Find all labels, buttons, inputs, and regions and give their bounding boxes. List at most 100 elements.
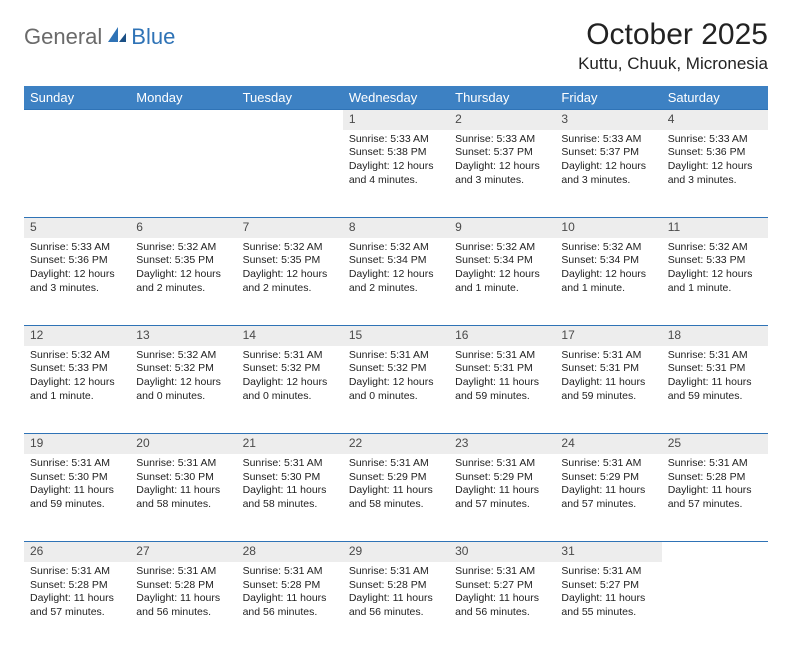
- day-number-cell: 12: [24, 326, 130, 346]
- day-number-cell: 9: [449, 218, 555, 238]
- sunrise-text: Sunrise: 5:31 AM: [561, 457, 655, 471]
- sunset-text: Sunset: 5:34 PM: [455, 254, 549, 268]
- day-content-cell: Sunrise: 5:31 AMSunset: 5:30 PMDaylight:…: [237, 454, 343, 542]
- sunrise-text: Sunrise: 5:31 AM: [349, 349, 443, 363]
- calendar-body: 1234Sunrise: 5:33 AMSunset: 5:38 PMDayli…: [24, 110, 768, 650]
- day-number: 17: [561, 328, 574, 342]
- day-content-cell: Sunrise: 5:31 AMSunset: 5:31 PMDaylight:…: [555, 346, 661, 434]
- day-number: 31: [561, 544, 574, 558]
- sunrise-text: Sunrise: 5:31 AM: [349, 565, 443, 579]
- sunrise-text: Sunrise: 5:31 AM: [561, 349, 655, 363]
- daylight-text: Daylight: 12 hours and 4 minutes.: [349, 160, 443, 187]
- day-number: 10: [561, 220, 574, 234]
- daynum-row: 12131415161718: [24, 326, 768, 346]
- day-number-cell: 15: [343, 326, 449, 346]
- sunset-text: Sunset: 5:27 PM: [455, 579, 549, 593]
- daylight-text: Daylight: 11 hours and 58 minutes.: [136, 484, 230, 511]
- day-number-cell: [237, 110, 343, 130]
- day-number: 29: [349, 544, 362, 558]
- day-content-cell: Sunrise: 5:31 AMSunset: 5:29 PMDaylight:…: [343, 454, 449, 542]
- day-content-cell: [24, 130, 130, 218]
- day-content-cell: Sunrise: 5:31 AMSunset: 5:28 PMDaylight:…: [343, 562, 449, 650]
- day-header-row: Sunday Monday Tuesday Wednesday Thursday…: [24, 86, 768, 110]
- content-row: Sunrise: 5:31 AMSunset: 5:30 PMDaylight:…: [24, 454, 768, 542]
- sunset-text: Sunset: 5:38 PM: [349, 146, 443, 160]
- day-content-cell: Sunrise: 5:31 AMSunset: 5:28 PMDaylight:…: [130, 562, 236, 650]
- day-number-cell: 7: [237, 218, 343, 238]
- content-row: Sunrise: 5:33 AMSunset: 5:36 PMDaylight:…: [24, 238, 768, 326]
- sunset-text: Sunset: 5:28 PM: [136, 579, 230, 593]
- sunset-text: Sunset: 5:33 PM: [668, 254, 762, 268]
- daylight-text: Daylight: 11 hours and 57 minutes.: [561, 484, 655, 511]
- sunset-text: Sunset: 5:35 PM: [136, 254, 230, 268]
- day-content-cell: Sunrise: 5:32 AMSunset: 5:35 PMDaylight:…: [130, 238, 236, 326]
- daylight-text: Daylight: 11 hours and 59 minutes.: [30, 484, 124, 511]
- daylight-text: Daylight: 11 hours and 59 minutes.: [561, 376, 655, 403]
- daynum-row: 1234: [24, 110, 768, 130]
- day-number: 16: [455, 328, 468, 342]
- sunrise-text: Sunrise: 5:31 AM: [136, 457, 230, 471]
- daylight-text: Daylight: 12 hours and 0 minutes.: [349, 376, 443, 403]
- day-content-cell: Sunrise: 5:32 AMSunset: 5:32 PMDaylight:…: [130, 346, 236, 434]
- day-number-cell: 5: [24, 218, 130, 238]
- day-number: 14: [243, 328, 256, 342]
- day-number: 5: [30, 220, 37, 234]
- day-number-cell: 11: [662, 218, 768, 238]
- day-content-cell: Sunrise: 5:33 AMSunset: 5:37 PMDaylight:…: [555, 130, 661, 218]
- sunrise-text: Sunrise: 5:32 AM: [30, 349, 124, 363]
- day-content-cell: Sunrise: 5:32 AMSunset: 5:34 PMDaylight:…: [555, 238, 661, 326]
- day-number-cell: 3: [555, 110, 661, 130]
- day-content-cell: Sunrise: 5:31 AMSunset: 5:29 PMDaylight:…: [555, 454, 661, 542]
- daylight-text: Daylight: 12 hours and 1 minute.: [668, 268, 762, 295]
- daylight-text: Daylight: 12 hours and 2 minutes.: [136, 268, 230, 295]
- day-number: 25: [668, 436, 681, 450]
- day-content-cell: [130, 130, 236, 218]
- day-content-cell: [662, 562, 768, 650]
- daynum-row: 262728293031: [24, 542, 768, 562]
- day-number-cell: [662, 542, 768, 562]
- content-row: Sunrise: 5:32 AMSunset: 5:33 PMDaylight:…: [24, 346, 768, 434]
- sunset-text: Sunset: 5:34 PM: [349, 254, 443, 268]
- daylight-text: Daylight: 12 hours and 2 minutes.: [349, 268, 443, 295]
- day-content-cell: Sunrise: 5:32 AMSunset: 5:34 PMDaylight:…: [343, 238, 449, 326]
- day-number-cell: 10: [555, 218, 661, 238]
- daylight-text: Daylight: 12 hours and 0 minutes.: [136, 376, 230, 403]
- day-number-cell: 27: [130, 542, 236, 562]
- daylight-text: Daylight: 11 hours and 56 minutes.: [349, 592, 443, 619]
- daylight-text: Daylight: 12 hours and 1 minute.: [30, 376, 124, 403]
- day-content-cell: Sunrise: 5:33 AMSunset: 5:38 PMDaylight:…: [343, 130, 449, 218]
- day-number-cell: 29: [343, 542, 449, 562]
- day-number: 2: [455, 112, 462, 126]
- day-number: 9: [455, 220, 462, 234]
- day-number-cell: [24, 110, 130, 130]
- day-header: Sunday: [24, 86, 130, 110]
- day-number: 27: [136, 544, 149, 558]
- day-content-cell: [237, 130, 343, 218]
- sunset-text: Sunset: 5:33 PM: [30, 362, 124, 376]
- day-number: 22: [349, 436, 362, 450]
- day-content-cell: Sunrise: 5:33 AMSunset: 5:37 PMDaylight:…: [449, 130, 555, 218]
- sunset-text: Sunset: 5:28 PM: [349, 579, 443, 593]
- calendar-table: Sunday Monday Tuesday Wednesday Thursday…: [24, 86, 768, 650]
- sunset-text: Sunset: 5:28 PM: [30, 579, 124, 593]
- content-row: Sunrise: 5:31 AMSunset: 5:28 PMDaylight:…: [24, 562, 768, 650]
- day-number-cell: 6: [130, 218, 236, 238]
- day-content-cell: Sunrise: 5:32 AMSunset: 5:33 PMDaylight:…: [24, 346, 130, 434]
- daynum-row: 19202122232425: [24, 434, 768, 454]
- sunrise-text: Sunrise: 5:31 AM: [30, 565, 124, 579]
- day-number: 23: [455, 436, 468, 450]
- day-content-cell: Sunrise: 5:31 AMSunset: 5:32 PMDaylight:…: [237, 346, 343, 434]
- day-number: 18: [668, 328, 681, 342]
- daynum-row: 567891011: [24, 218, 768, 238]
- day-number-cell: 16: [449, 326, 555, 346]
- day-number-cell: 17: [555, 326, 661, 346]
- sunset-text: Sunset: 5:30 PM: [136, 471, 230, 485]
- daylight-text: Daylight: 11 hours and 59 minutes.: [455, 376, 549, 403]
- sunrise-text: Sunrise: 5:31 AM: [349, 457, 443, 471]
- daylight-text: Daylight: 12 hours and 3 minutes.: [455, 160, 549, 187]
- day-number: 30: [455, 544, 468, 558]
- day-number: 12: [30, 328, 43, 342]
- day-content-cell: Sunrise: 5:31 AMSunset: 5:30 PMDaylight:…: [24, 454, 130, 542]
- daylight-text: Daylight: 12 hours and 1 minute.: [455, 268, 549, 295]
- sunset-text: Sunset: 5:36 PM: [668, 146, 762, 160]
